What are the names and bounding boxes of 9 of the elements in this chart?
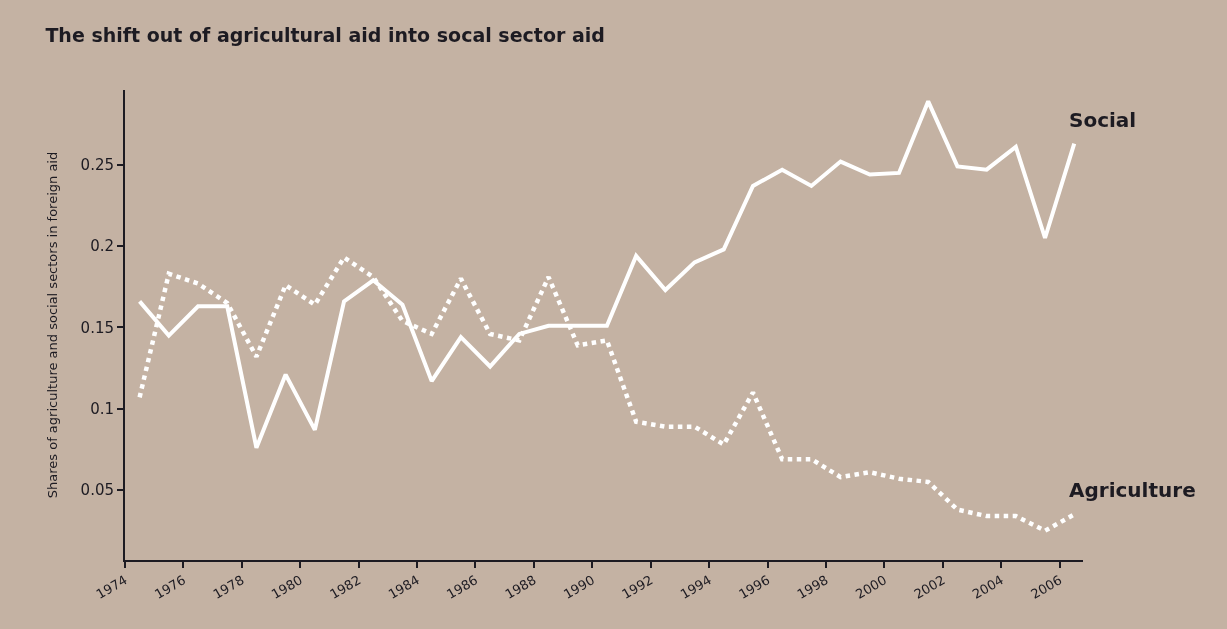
y-tick-label: 0.05 <box>80 481 114 500</box>
y-tick-label: 0.1 <box>90 400 114 418</box>
y-tick-label: 0.15 <box>80 318 114 337</box>
series-label: Social <box>1069 108 1137 132</box>
series-label: Agriculture <box>1069 478 1196 502</box>
chart-title: The shift out of agricultural aid into socal sector aid <box>45 23 605 46</box>
y-tick-label: 0.25 <box>80 156 114 175</box>
y-axis-title: Shares of agriculture and social sectors in foreign aid <box>45 151 61 499</box>
y-tick-label: 0.2 <box>90 237 114 256</box>
